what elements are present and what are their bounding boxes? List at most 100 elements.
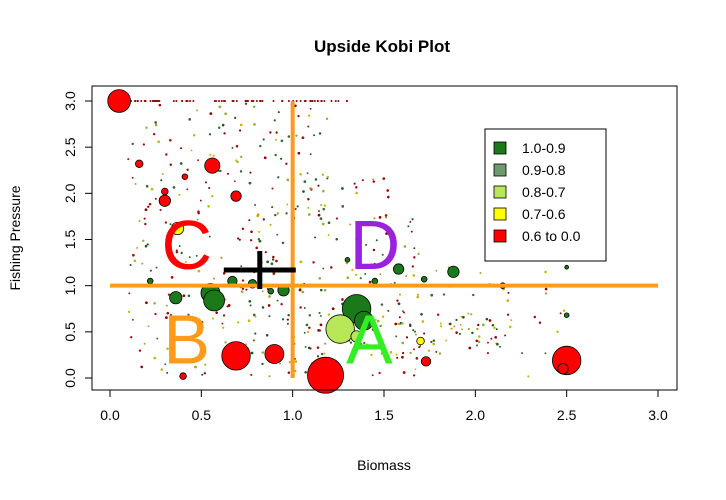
data-point — [323, 204, 327, 207]
y-tick-label: 0.5 — [62, 322, 78, 342]
data-point — [154, 312, 157, 316]
data-point — [488, 319, 492, 322]
data-point — [244, 100, 247, 102]
data-point — [200, 320, 204, 324]
data-point — [272, 255, 275, 259]
data-point — [313, 134, 316, 137]
data-point — [366, 343, 369, 347]
data-point — [386, 189, 390, 192]
data-point — [413, 348, 416, 351]
data-point — [394, 322, 398, 326]
data-point — [490, 337, 493, 340]
data-point — [458, 332, 461, 335]
data-point — [264, 344, 285, 364]
data-point — [165, 153, 168, 156]
data-point — [235, 159, 238, 162]
legend-label: 0.8-0.7 — [522, 184, 566, 200]
data-point — [435, 269, 438, 272]
data-point — [280, 157, 283, 160]
data-point — [286, 322, 289, 325]
data-point — [276, 299, 279, 302]
data-point — [461, 315, 465, 319]
data-point — [190, 149, 193, 152]
data-point — [185, 100, 188, 102]
data-point — [204, 363, 207, 366]
data-point — [485, 317, 489, 321]
data-point — [178, 245, 181, 248]
data-point — [506, 299, 510, 302]
data-point — [244, 102, 248, 105]
data-point — [564, 264, 569, 270]
data-point — [221, 322, 224, 325]
data-point — [395, 335, 398, 338]
data-point — [274, 213, 277, 217]
data-point — [538, 321, 542, 324]
data-point — [245, 288, 248, 291]
data-point — [461, 328, 463, 331]
data-point — [220, 100, 223, 102]
data-point — [233, 180, 236, 183]
data-point — [364, 273, 367, 275]
data-point — [326, 176, 329, 179]
data-point — [401, 341, 405, 345]
data-point — [263, 156, 267, 160]
data-point — [250, 373, 253, 376]
data-point — [510, 319, 513, 322]
data-point — [321, 173, 325, 177]
data-point — [417, 252, 420, 255]
data-point — [481, 323, 485, 327]
data-point — [413, 256, 416, 259]
data-point — [371, 374, 374, 377]
data-point — [231, 146, 234, 149]
data-point — [250, 351, 254, 355]
data-point — [288, 361, 292, 364]
data-point — [432, 342, 436, 346]
data-point — [258, 230, 261, 234]
data-point — [432, 339, 436, 342]
data-point — [286, 318, 289, 321]
data-point — [397, 322, 400, 326]
data-point — [196, 109, 198, 112]
data-point — [479, 271, 482, 274]
data-point — [250, 230, 253, 234]
data-point — [455, 331, 458, 334]
data-point — [247, 100, 250, 102]
data-point — [158, 194, 171, 207]
data-point — [455, 318, 458, 322]
data-point — [199, 199, 202, 202]
data-point — [218, 100, 221, 102]
data-point — [387, 195, 390, 199]
data-point — [281, 100, 284, 102]
data-point — [453, 325, 456, 328]
data-point — [192, 100, 195, 102]
data-point — [544, 292, 548, 295]
data-point — [439, 322, 442, 325]
data-point — [261, 351, 265, 354]
data-point — [472, 293, 475, 297]
data-point — [330, 266, 333, 269]
data-point — [261, 306, 265, 309]
data-point — [544, 352, 547, 355]
data-point — [175, 100, 178, 102]
data-point — [307, 114, 311, 117]
data-point — [413, 247, 416, 250]
data-point — [409, 323, 412, 326]
data-point — [208, 186, 211, 189]
data-point — [181, 100, 184, 102]
data-point — [144, 222, 147, 226]
data-point — [381, 315, 385, 318]
data-point — [323, 352, 326, 355]
data-point — [180, 147, 183, 150]
centroid-marker — [223, 250, 296, 289]
data-point — [389, 350, 393, 354]
data-point — [280, 139, 284, 143]
data-point — [181, 173, 189, 180]
data-point — [238, 238, 241, 241]
data-point — [140, 365, 144, 369]
data-point — [169, 138, 172, 142]
data-point — [147, 205, 150, 208]
data-point — [252, 339, 255, 342]
data-point — [146, 243, 149, 246]
data-point — [276, 233, 279, 236]
